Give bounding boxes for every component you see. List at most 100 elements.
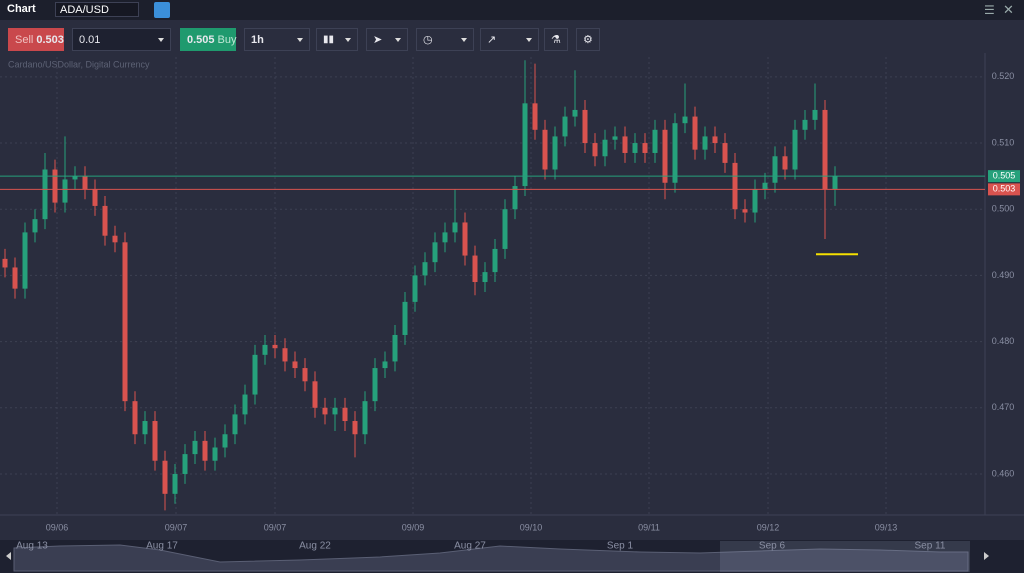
x-tick-label: 09/12 (757, 522, 780, 532)
y-tick-label: 0.520 (992, 71, 1015, 81)
lot-select[interactable]: 0.01 (72, 28, 171, 51)
candle-body (62, 179, 68, 203)
indicator-button[interactable]: ⚗ (544, 28, 568, 51)
settings-button[interactable]: ⚙ (576, 28, 600, 51)
x-tick-label: 09/07 (264, 522, 287, 532)
candle-body (202, 440, 208, 461)
buy-price: 0.505 (187, 33, 215, 46)
candle-body (92, 189, 98, 206)
candle-body (432, 242, 438, 263)
y-tick-label: 0.510 (992, 137, 1015, 147)
flask-icon: ⚗ (551, 34, 561, 46)
candle-body (722, 143, 728, 163)
candle-body (372, 368, 378, 402)
candle-body (402, 301, 408, 335)
candle-body (692, 116, 698, 150)
x-tick-label: 09/07 (165, 522, 188, 532)
candle-body (242, 394, 248, 415)
candle-body (712, 136, 718, 144)
candle-body (2, 258, 8, 268)
candle-body (662, 129, 668, 183)
candle-body (222, 434, 228, 448)
caret (461, 37, 467, 42)
candle-body (682, 116, 688, 124)
draw-button[interactable]: ↗ (480, 28, 539, 51)
nav-left-arrow (6, 552, 11, 560)
candle-body (182, 454, 188, 474)
candle-body (732, 162, 738, 210)
candle-body (172, 473, 178, 494)
candle-body (362, 401, 368, 435)
navigator-window (720, 541, 970, 572)
candle-body (652, 129, 658, 153)
candle-body (232, 414, 238, 435)
link-icon[interactable] (154, 2, 170, 18)
navigator-label: Sep 11 (915, 541, 946, 552)
time-button[interactable]: ◷ (416, 28, 474, 51)
interval-select[interactable]: 1h (244, 28, 310, 51)
caret (526, 37, 532, 42)
candle-body (532, 103, 538, 130)
candle-body (342, 407, 348, 422)
candle-body (272, 344, 278, 349)
candle-body (192, 440, 198, 455)
candle-body (112, 235, 118, 243)
candle-body (322, 407, 328, 415)
buy-button[interactable]: 0.505 Buy (180, 28, 237, 51)
subtitle: Cardano/USDollar, Digital Currency (8, 59, 150, 69)
candle-body (152, 421, 158, 461)
candle-body (782, 156, 788, 170)
close-icon[interactable]: ✕ (1003, 2, 1014, 17)
cursor-icon: ➤ (373, 34, 383, 46)
x-tick-label: 09/06 (46, 522, 69, 532)
candle-body (392, 334, 398, 362)
y-tick-label: 0.480 (992, 336, 1015, 346)
candle-body (802, 119, 808, 130)
candle-body (702, 136, 708, 150)
candle-body (262, 344, 268, 355)
ask-line-label: 0.505 (993, 171, 1016, 181)
candle-body (32, 219, 38, 233)
x-tick-label: 09/11 (638, 522, 660, 532)
y-tick-label: 0.490 (992, 270, 1015, 280)
candle-body (622, 136, 628, 153)
candle-body (562, 116, 568, 137)
candle-body (552, 136, 558, 170)
candles-icon: ▮▮ (323, 34, 335, 45)
x-tick-label: 09/09 (402, 522, 425, 532)
title-bar: Chart ADA/USD ☰ ✕ (0, 0, 1024, 20)
plot-background (0, 53, 1024, 540)
navigator-label: Aug 22 (299, 541, 331, 552)
navigator-label: Aug 27 (454, 541, 486, 552)
candle-body (592, 143, 598, 157)
cursor-button[interactable]: ➤ (366, 28, 408, 51)
chart-type-button[interactable]: ▮▮ (316, 28, 358, 51)
candle-body (642, 143, 648, 153)
candle-body (312, 381, 318, 408)
candle-body (352, 421, 358, 435)
candle-body (282, 348, 288, 362)
candle-body (72, 176, 78, 180)
candle-body (22, 232, 28, 289)
candle-body (512, 186, 518, 210)
candle-body (632, 143, 638, 153)
gear-icon: ⚙ (583, 34, 593, 46)
symbol-input[interactable]: ADA/USD (55, 2, 139, 17)
menu-icon[interactable]: ☰ (984, 3, 995, 17)
candle-body (582, 109, 588, 144)
candle-body (212, 447, 218, 461)
bid-line-label: 0.503 (993, 184, 1016, 194)
sell-button[interactable]: Sell 0.503 (8, 28, 64, 51)
candle-body (302, 368, 308, 382)
x-tick-label: 09/13 (875, 522, 898, 532)
candle-body (472, 255, 478, 283)
candle-body (752, 189, 758, 213)
candle-body (762, 182, 768, 190)
candle-body (612, 136, 618, 140)
candle-body (412, 275, 418, 302)
candle-body (442, 232, 448, 243)
y-tick-label: 0.460 (992, 468, 1015, 478)
y-tick-label: 0.470 (992, 402, 1015, 412)
candle-body (332, 407, 338, 415)
